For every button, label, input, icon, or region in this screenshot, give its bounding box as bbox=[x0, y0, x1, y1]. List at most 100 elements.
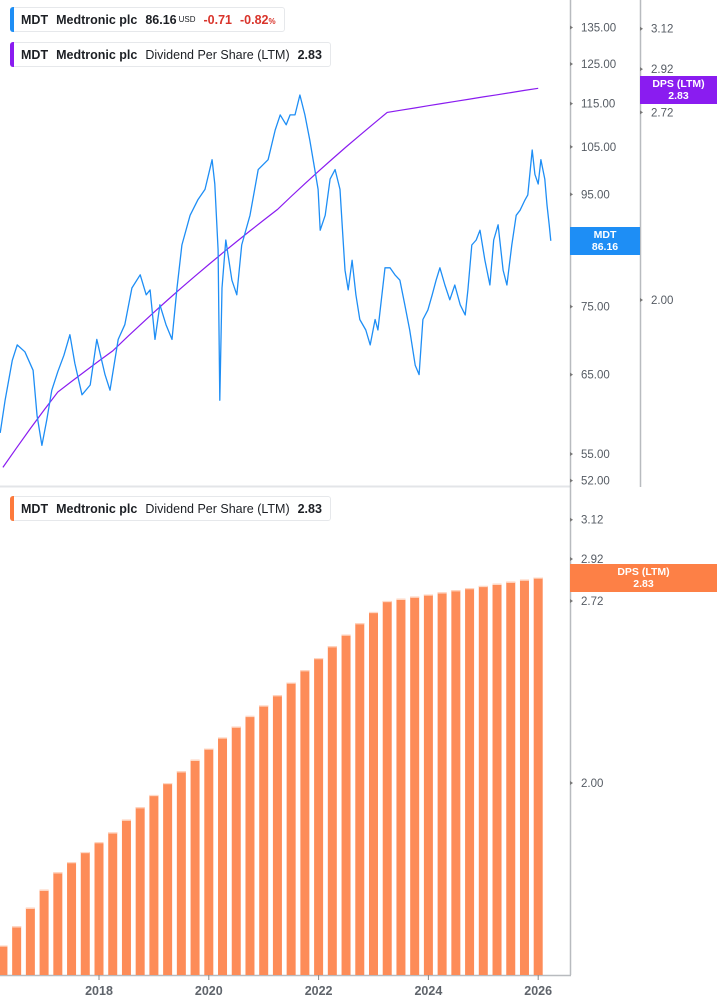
dps-bar bbox=[163, 783, 173, 975]
dps-bar bbox=[533, 577, 543, 975]
legend-metric: Dividend Per Share (LTM) bbox=[145, 501, 290, 516]
price-axis-tick-mark bbox=[570, 192, 573, 197]
legend-currency: USD bbox=[178, 15, 196, 24]
dps-bar-cap bbox=[0, 945, 8, 947]
dps-bar bbox=[39, 889, 49, 975]
dps-bar bbox=[135, 807, 145, 975]
price-axis-tick: 75.00 bbox=[581, 302, 610, 314]
x-axis-tick-label: 2024 bbox=[414, 984, 442, 998]
dps-bar bbox=[451, 590, 461, 975]
dps-bar-cap bbox=[39, 889, 49, 891]
dps-bar-cap bbox=[121, 819, 131, 821]
dps-bar-cap bbox=[231, 726, 241, 728]
dps-bar bbox=[108, 832, 118, 975]
dps-bottom-axis-tick-mark bbox=[570, 517, 573, 522]
legend-ticker: MDT bbox=[21, 47, 49, 62]
price-axis-tick-mark bbox=[570, 372, 573, 377]
dps-bar-cap bbox=[108, 832, 118, 834]
dps-bottom-axis-tick-mark bbox=[570, 781, 573, 785]
dps-bar-cap bbox=[245, 715, 255, 718]
legend-change-pct: -0.82% bbox=[240, 13, 276, 27]
pct-sign: % bbox=[268, 16, 276, 26]
dps-bar bbox=[506, 581, 516, 975]
dps-bar bbox=[437, 592, 447, 975]
dps-bar bbox=[355, 623, 365, 975]
dps-bottom-tag: DPS (LTM) 2.83 bbox=[570, 564, 717, 592]
dps-bar-cap bbox=[396, 598, 406, 600]
dps-bar-cap bbox=[53, 872, 63, 874]
price-axis-tick-mark bbox=[570, 101, 573, 106]
dps-bar-cap bbox=[410, 596, 420, 598]
legend-company: Medtronic plc bbox=[56, 47, 138, 62]
dps-bar bbox=[245, 715, 255, 975]
price-axis-tick-mark bbox=[570, 452, 573, 456]
dps-bar-cap bbox=[382, 600, 392, 603]
price-tag: MDT 86.16 bbox=[570, 227, 640, 255]
dps-bar bbox=[121, 819, 131, 975]
dps-bar-cap bbox=[300, 670, 310, 672]
dps-bar-cap bbox=[272, 695, 282, 697]
dps-bar-cap bbox=[12, 926, 22, 928]
price-axis-tick: 65.00 bbox=[581, 370, 610, 382]
dps-bar-cap bbox=[80, 851, 90, 854]
dps-line-series bbox=[2, 87, 539, 468]
dps-bar-cap bbox=[355, 623, 365, 625]
dps-bar-cap bbox=[259, 705, 269, 707]
dps-bar-cap bbox=[149, 794, 159, 797]
dps-bar bbox=[478, 585, 488, 975]
legend-company: Medtronic plc bbox=[56, 12, 138, 27]
price-axis-tick: 125.00 bbox=[581, 59, 616, 71]
dps-bar bbox=[12, 926, 22, 975]
dps-bar bbox=[396, 598, 406, 975]
dps-bar-cap bbox=[204, 748, 214, 750]
dps-bottom-axis-tick: 2.72 bbox=[581, 596, 603, 608]
price-axis-tick-mark bbox=[570, 478, 573, 483]
price-axis-tick: 105.00 bbox=[581, 142, 616, 154]
dps-bar bbox=[314, 658, 324, 975]
dps-bar bbox=[218, 737, 228, 975]
dps-bar bbox=[176, 771, 186, 975]
legend-metric: Dividend Per Share (LTM) bbox=[145, 47, 290, 62]
dps-bar-cap bbox=[163, 783, 173, 785]
x-axis-tick-label: 2018 bbox=[85, 984, 113, 998]
price-axis-tick-mark bbox=[570, 144, 573, 149]
dps-top-axis-tick: 3.12 bbox=[651, 24, 673, 36]
dps-tag-value: 2.83 bbox=[633, 578, 654, 590]
dps-bar bbox=[423, 594, 433, 975]
dps-top-axis-tick-mark bbox=[640, 26, 643, 31]
axis-ticks: 135.00125.00115.00105.0095.0085.0075.006… bbox=[85, 22, 673, 998]
dps-bar-cap bbox=[94, 842, 104, 844]
dps-bar bbox=[369, 611, 378, 975]
dps-bar-cap bbox=[218, 737, 228, 739]
dps-bar bbox=[300, 670, 310, 975]
price-tag-label: MDT bbox=[593, 229, 617, 241]
legend-value: 2.83 bbox=[297, 47, 322, 62]
price-axis-tick: 95.00 bbox=[581, 189, 610, 201]
dps-bar bbox=[0, 945, 8, 975]
dps-tag-label: DPS (LTM) bbox=[652, 78, 705, 90]
dps-bar bbox=[204, 748, 214, 975]
dps-bar bbox=[53, 872, 63, 975]
dps-bar-cap bbox=[190, 759, 200, 761]
dps-bottom-axis-tick: 2.92 bbox=[581, 554, 603, 566]
price-axis-tick: 135.00 bbox=[581, 22, 616, 34]
dps-top-axis-tick-mark bbox=[640, 67, 643, 72]
legend-ticker: MDT bbox=[21, 12, 49, 27]
price-axis-tick-mark bbox=[570, 304, 573, 309]
dps-top-axis-tick-mark bbox=[640, 110, 643, 115]
dps-bottom-axis-tick: 3.12 bbox=[581, 515, 603, 527]
dps-bar-cap bbox=[25, 907, 35, 909]
dps-bar bbox=[80, 851, 90, 975]
dps-bar-cap bbox=[533, 577, 543, 579]
legend-company: Medtronic plc bbox=[56, 501, 138, 516]
dps-bar-cap bbox=[135, 807, 145, 809]
dps-top-tag: DPS (LTM) 2.83 bbox=[640, 76, 717, 104]
dps-bar bbox=[410, 596, 420, 975]
legend-change: -0.71 bbox=[203, 12, 233, 27]
price-line-series bbox=[0, 94, 552, 447]
dps-top-axis-tick: 2.92 bbox=[651, 64, 673, 76]
dps-tag-value: 2.83 bbox=[668, 90, 689, 102]
legend-ticker: MDT bbox=[21, 501, 49, 516]
x-axis-tick-label: 2026 bbox=[524, 984, 552, 998]
dps-bar bbox=[272, 695, 282, 975]
